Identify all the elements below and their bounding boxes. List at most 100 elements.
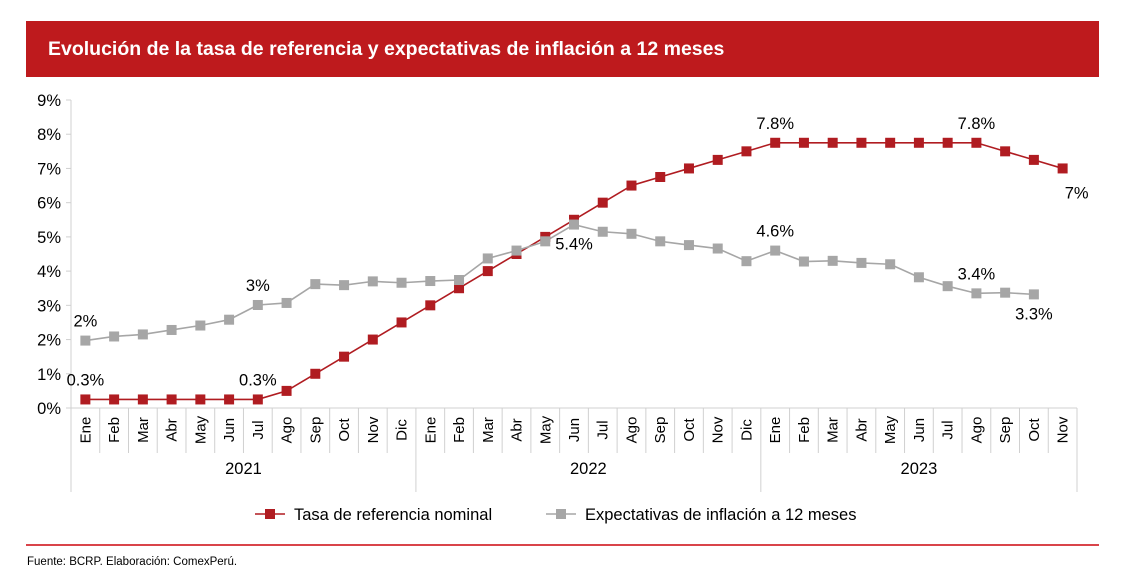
- tasa-referencia-marker: [942, 137, 953, 148]
- x-tick-label: Ago: [623, 417, 640, 444]
- source-note: Fuente: BCRP. Elaboración: ComexPerú.: [27, 556, 238, 568]
- expectativas-inflacion-marker: [281, 297, 292, 308]
- y-tick-label: 2%: [37, 332, 61, 350]
- tasa-referencia-marker: [827, 137, 838, 148]
- x-tick-label: Jul: [595, 420, 612, 439]
- x-tick-label: Ene: [767, 417, 784, 444]
- tasa-referencia-marker: [166, 394, 177, 405]
- expectativas-inflacion-marker: [1028, 289, 1039, 300]
- tasa-referencia-marker: [770, 137, 781, 148]
- tasa-referencia-marker: [1028, 154, 1039, 165]
- legend-marker-icon: [265, 509, 275, 519]
- expectativas-inflacion-marker: [224, 314, 235, 325]
- x-tick-label: Jun: [221, 418, 238, 442]
- legend-marker-icon: [556, 509, 566, 519]
- expectativas-inflacion-marker: [597, 226, 608, 237]
- expectativas-inflacion-marker: [827, 255, 838, 266]
- data-label: 3.4%: [958, 265, 996, 283]
- tasa-referencia-marker: [683, 163, 694, 174]
- x-tick-label: Ene: [77, 417, 94, 444]
- expectativas-inflacion-marker: [367, 276, 378, 287]
- year-label: 2021: [225, 460, 262, 478]
- tasa-referencia-marker: [971, 137, 982, 148]
- x-tick-label: Nov: [1055, 416, 1072, 443]
- tasa-referencia-marker: [281, 385, 292, 396]
- x-tick-label: Dic: [394, 419, 411, 441]
- tasa-referencia-marker: [137, 394, 148, 405]
- tasa-referencia-marker: [195, 394, 206, 405]
- x-tick-label: Dic: [738, 419, 755, 441]
- expectativas-inflacion-marker: [540, 236, 551, 247]
- tasa-referencia-marker: [798, 137, 809, 148]
- x-tick-label: May: [882, 415, 899, 444]
- data-label: 3%: [246, 277, 270, 295]
- expectativas-inflacion-marker: [683, 240, 694, 251]
- y-tick-label: 8%: [37, 126, 61, 144]
- x-tick-label: Ago: [279, 417, 296, 444]
- x-tick-label: Oct: [1026, 418, 1043, 442]
- x-tick-label: Abr: [509, 418, 526, 441]
- tasa-referencia-marker: [109, 394, 120, 405]
- data-label: 2%: [73, 313, 97, 331]
- y-tick-label: 6%: [37, 195, 61, 213]
- expectativas-inflacion-marker: [942, 281, 953, 292]
- expectativas-inflacion-marker: [770, 245, 781, 256]
- expectativas-inflacion-marker: [425, 276, 436, 287]
- expectativas-inflacion-marker: [971, 288, 982, 299]
- x-tick-label: Ago: [968, 417, 985, 444]
- expectativas-inflacion-marker: [569, 219, 579, 230]
- tasa-referencia-marker: [655, 172, 666, 182]
- tasa-referencia-marker: [252, 394, 263, 405]
- y-tick-label: 4%: [37, 263, 61, 281]
- expectativas-inflacion-marker: [798, 256, 809, 267]
- x-tick-label: Sep: [652, 417, 669, 444]
- y-tick-label: 9%: [37, 92, 61, 110]
- series-markers: [80, 137, 1068, 405]
- legend-label: Expectativas de inflación a 12 meses: [585, 506, 857, 524]
- expectativas-inflacion-marker: [109, 331, 120, 342]
- tasa-referencia-marker: [454, 283, 465, 294]
- legend-item-expectativas-inflacion: Expectativas de inflación a 12 meses: [546, 506, 857, 524]
- x-tick-label: Nov: [365, 416, 382, 443]
- x-tick-label: Jun: [566, 418, 583, 442]
- x-tick-label: May: [537, 415, 554, 444]
- data-label: 0.3%: [67, 371, 105, 389]
- x-tick-label: Sep: [997, 417, 1014, 444]
- expectativas-inflacion-marker: [913, 272, 924, 283]
- y-tick-label: 0%: [37, 400, 61, 418]
- expectativas-inflacion-marker: [137, 329, 148, 340]
- series-line-expectativas-inflacion: [85, 223, 1034, 342]
- tasa-referencia-marker: [367, 334, 378, 345]
- expectativas-inflacion-marker: [195, 320, 206, 331]
- series-line-tasa-referencia: [85, 141, 1063, 401]
- legend-label: Tasa de referencia nominal: [294, 506, 492, 524]
- expectativas-inflacion-marker: [252, 299, 263, 310]
- expectativas-inflacion-marker: [856, 257, 867, 268]
- x-tick-label: Mar: [825, 417, 842, 443]
- expectativas-inflacion-marker: [741, 256, 752, 267]
- expectativas-inflacion-marker: [310, 279, 321, 290]
- legend-item-tasa-referencia: Tasa de referencia nominal: [255, 506, 492, 524]
- x-tick-label: Mar: [480, 417, 497, 443]
- x-tick-label: Mar: [135, 417, 152, 443]
- x-tick-label: Jul: [940, 420, 957, 439]
- tasa-referencia-marker: [913, 137, 924, 148]
- expectativas-inflacion-marker: [655, 236, 666, 247]
- tasa-referencia-marker: [339, 351, 350, 362]
- data-label: 3.3%: [1015, 305, 1053, 323]
- tasa-referencia-marker: [80, 394, 91, 405]
- tasa-referencia-marker: [482, 266, 493, 277]
- expectativas-inflacion-marker: [1000, 287, 1011, 298]
- tasa-referencia-marker: [626, 180, 637, 191]
- tasa-referencia-marker: [885, 137, 896, 148]
- tasa-referencia-marker: [856, 137, 867, 148]
- x-tick-label: Abr: [853, 418, 870, 441]
- x-tick-label: Feb: [106, 417, 123, 443]
- x-tick-label: Jun: [911, 418, 928, 442]
- data-label: 0.3%: [239, 371, 277, 389]
- tasa-referencia-marker: [712, 154, 723, 165]
- data-labels: 0.3% 0.3% 7.8% 7.8% 7% 2% 3% 5.4% 4.6% 3.4% 3.3%: [67, 115, 1089, 390]
- x-tick-label: Ene: [422, 417, 439, 444]
- tasa-referencia-marker: [1057, 163, 1068, 174]
